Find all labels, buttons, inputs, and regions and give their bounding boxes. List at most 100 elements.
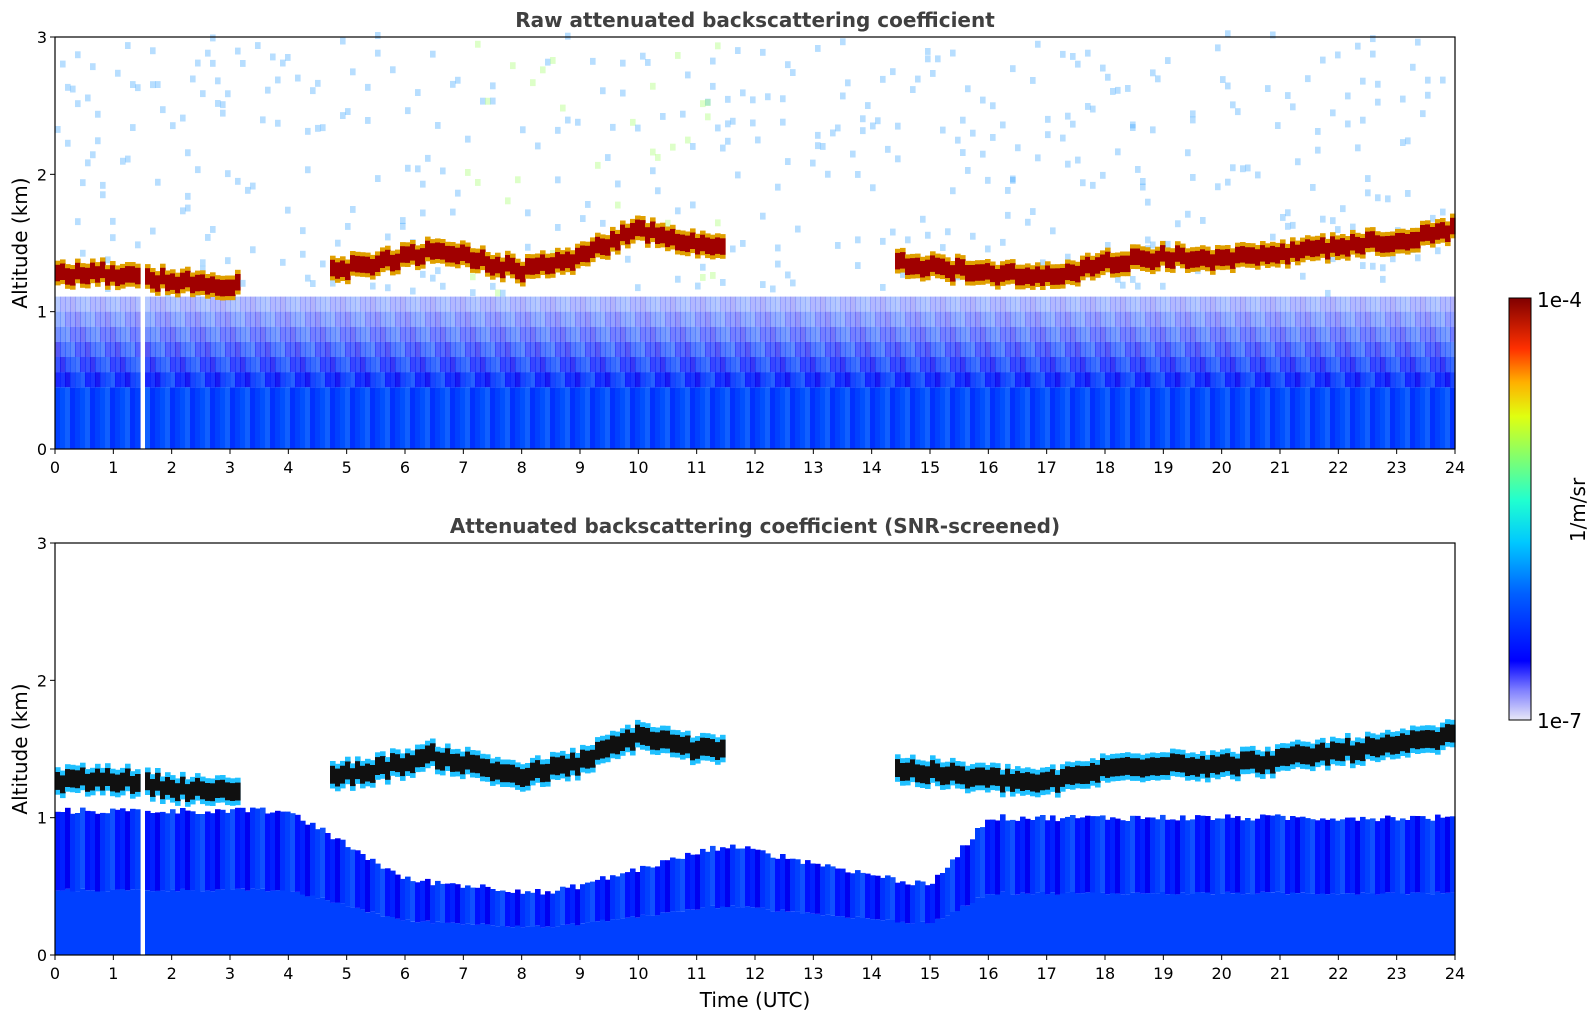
aerosol-cell bbox=[970, 357, 976, 373]
noise-cell bbox=[635, 124, 641, 132]
boundary-layer-cell bbox=[710, 845, 716, 906]
boundary-layer-cell bbox=[935, 874, 941, 919]
aerosol-cell bbox=[875, 357, 881, 373]
noise-cell bbox=[930, 70, 936, 77]
cloud-cell bbox=[590, 749, 596, 768]
noise-cell bbox=[180, 207, 186, 215]
aerosol-cell bbox=[75, 326, 81, 342]
aerosol-cell bbox=[370, 326, 376, 342]
aerosol-cell bbox=[965, 311, 971, 327]
cloud-cell bbox=[1035, 774, 1041, 793]
aerosol-cell bbox=[1030, 296, 1036, 312]
cloud-cell bbox=[700, 737, 706, 756]
aerosol-cell bbox=[465, 387, 471, 449]
noise-cell bbox=[1130, 121, 1136, 129]
aerosol-cell bbox=[80, 372, 86, 388]
cloud-cell bbox=[605, 239, 611, 256]
aerosol-cell bbox=[100, 357, 106, 373]
aerosol-cell bbox=[775, 387, 781, 449]
boundary-layer-cell bbox=[290, 813, 296, 892]
boundary-layer-cell bbox=[1180, 892, 1186, 955]
aerosol-cell bbox=[870, 311, 876, 327]
noise-cell bbox=[1230, 101, 1236, 109]
boundary-layer-cell bbox=[860, 872, 866, 919]
aerosol-cell bbox=[670, 387, 676, 449]
aerosol-cell bbox=[160, 387, 166, 449]
cloud-cell bbox=[1390, 235, 1396, 253]
aerosol-cell bbox=[550, 341, 556, 357]
aerosol-cell bbox=[1340, 311, 1346, 327]
boundary-layer-cell bbox=[910, 885, 916, 924]
aerosol-cell bbox=[995, 372, 1001, 388]
boundary-layer-cell bbox=[730, 844, 736, 906]
aerosol-cell bbox=[795, 311, 801, 327]
boundary-layer-cell bbox=[1435, 891, 1441, 955]
cloud-cell bbox=[75, 770, 81, 789]
noise-cell bbox=[1065, 112, 1071, 120]
aerosol-cell bbox=[1130, 296, 1136, 312]
noise-cell bbox=[1320, 215, 1326, 223]
aerosol-cell bbox=[310, 357, 316, 373]
aerosol-cell bbox=[1065, 372, 1071, 388]
boundary-layer-cell bbox=[790, 858, 796, 912]
aerosol-cell bbox=[570, 357, 576, 373]
aerosol-cell bbox=[490, 372, 496, 388]
boundary-layer-cell bbox=[825, 914, 831, 955]
noise-cell bbox=[475, 179, 481, 186]
cloud-cell bbox=[615, 736, 621, 755]
boundary-layer-cell bbox=[1050, 892, 1056, 955]
aerosol-cell bbox=[1245, 341, 1251, 357]
aerosol-cell bbox=[250, 311, 256, 327]
boundary-layer-cell bbox=[885, 919, 891, 955]
noise-cell bbox=[345, 108, 351, 115]
aerosol-cell bbox=[170, 296, 176, 312]
aerosol-cell bbox=[980, 296, 986, 312]
aerosol-cell bbox=[710, 296, 716, 312]
aerosol-cell bbox=[720, 311, 726, 327]
aerosol-cell bbox=[1180, 326, 1186, 342]
boundary-layer-cell bbox=[795, 911, 801, 955]
aerosol-cell bbox=[390, 372, 396, 388]
aerosol-cell bbox=[1045, 357, 1051, 373]
boundary-layer-cell bbox=[1285, 894, 1291, 955]
cloud-cell bbox=[595, 741, 601, 760]
x-tick-label: 16 bbox=[978, 458, 998, 477]
aerosol-cell bbox=[190, 341, 196, 357]
aerosol-cell bbox=[1280, 387, 1286, 449]
aerosol-cell bbox=[435, 326, 441, 342]
cloud-cell bbox=[1100, 254, 1106, 271]
aerosol-cell bbox=[295, 387, 301, 449]
aerosol-cell bbox=[1015, 296, 1021, 312]
aerosol-cell bbox=[565, 372, 571, 388]
y-tick-label: 1 bbox=[37, 303, 47, 322]
aerosol-cell bbox=[510, 387, 516, 449]
aerosol-cell bbox=[1340, 372, 1346, 388]
aerosol-cell bbox=[555, 296, 561, 312]
aerosol-cell bbox=[1145, 296, 1151, 312]
aerosol-cell bbox=[850, 326, 856, 342]
noise-cell bbox=[1190, 116, 1196, 124]
aerosol-cell bbox=[975, 341, 981, 357]
boundary-layer-cell bbox=[720, 847, 726, 907]
noise-cell bbox=[1175, 220, 1181, 228]
aerosol-cell bbox=[760, 311, 766, 327]
noise-cell bbox=[610, 123, 616, 131]
aerosol-cell bbox=[225, 372, 231, 388]
aerosol-cell bbox=[1040, 341, 1046, 357]
noise-cell bbox=[240, 279, 246, 287]
boundary-layer-cell bbox=[1085, 815, 1091, 893]
boundary-layer-cell bbox=[1190, 819, 1196, 894]
aerosol-cell bbox=[1410, 357, 1416, 373]
cloud-cell bbox=[1335, 239, 1341, 256]
aerosol-cell bbox=[1190, 357, 1196, 373]
aerosol-cell bbox=[1040, 372, 1046, 388]
aerosol-cell bbox=[365, 326, 371, 342]
aerosol-cell bbox=[1170, 387, 1176, 449]
aerosol-cell bbox=[80, 326, 86, 342]
noise-cell bbox=[1320, 56, 1326, 64]
aerosol-cell bbox=[950, 326, 956, 342]
cloud-cell bbox=[160, 781, 166, 800]
boundary-layer-cell bbox=[540, 927, 546, 955]
noise-cell bbox=[1225, 178, 1231, 186]
aerosol-cell bbox=[1105, 357, 1111, 373]
